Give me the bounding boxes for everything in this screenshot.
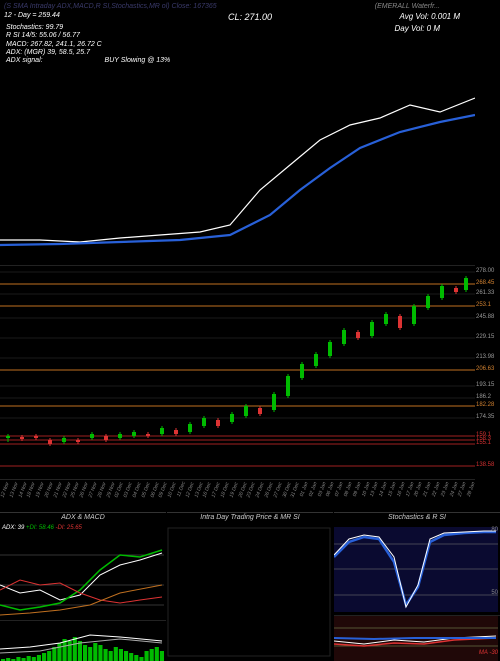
macd-hist <box>0 620 166 660</box>
adx-caption: ADX: 39 +DI: 58.46 -DI: 25.65 <box>2 525 82 531</box>
ma-caption: MA -30 <box>479 650 498 656</box>
adx-val: ADX: (MGR) 39, 58.5, 25.7 <box>6 49 496 57</box>
adx-macd-panel: ADX & MACD ADX: 39 +DI: 58.46 -DI: 25.65 <box>0 512 166 660</box>
intra-title: Intra Day Trading Price & MR SI <box>167 513 333 522</box>
day-vol: Day Vol: 0 M <box>395 24 441 34</box>
sub-panels: ADX & MACD ADX: 39 +DI: 58.46 -DI: 25.65… <box>0 512 500 660</box>
candlestick-chart <box>0 265 475 480</box>
price-axis: 278.00268.45261.33253.1245.88229.15213.9… <box>475 265 500 480</box>
ticker-name: (EMERALL Waterfr... <box>375 2 440 11</box>
avg-vol: Avg Vol: 0.001 M <box>400 12 460 22</box>
adx-signal: ADX signal: BUY Slowing @ 13% <box>6 57 496 65</box>
adx-title: ADX & MACD <box>0 513 166 522</box>
rsi-sub: MA -30 <box>334 615 500 660</box>
header: (S SMA Intraday ADX,MACD,R SI,Stochastic… <box>0 0 500 68</box>
intraday-panel: Intra Day Trading Price & MR SI <box>167 512 333 660</box>
date-axis: 12 Nov13 Nov14 Nov18 Nov19 Nov20 Nov21 N… <box>0 482 475 510</box>
stoch-title: Stochastics & R SI <box>334 513 500 522</box>
macd-val: MACD: 267.82, 241.1, 26.72 C <box>6 41 496 49</box>
main-price-chart <box>0 80 475 260</box>
stochastics-panel: Stochastics & R SI 805020 MA -30 <box>334 512 500 660</box>
